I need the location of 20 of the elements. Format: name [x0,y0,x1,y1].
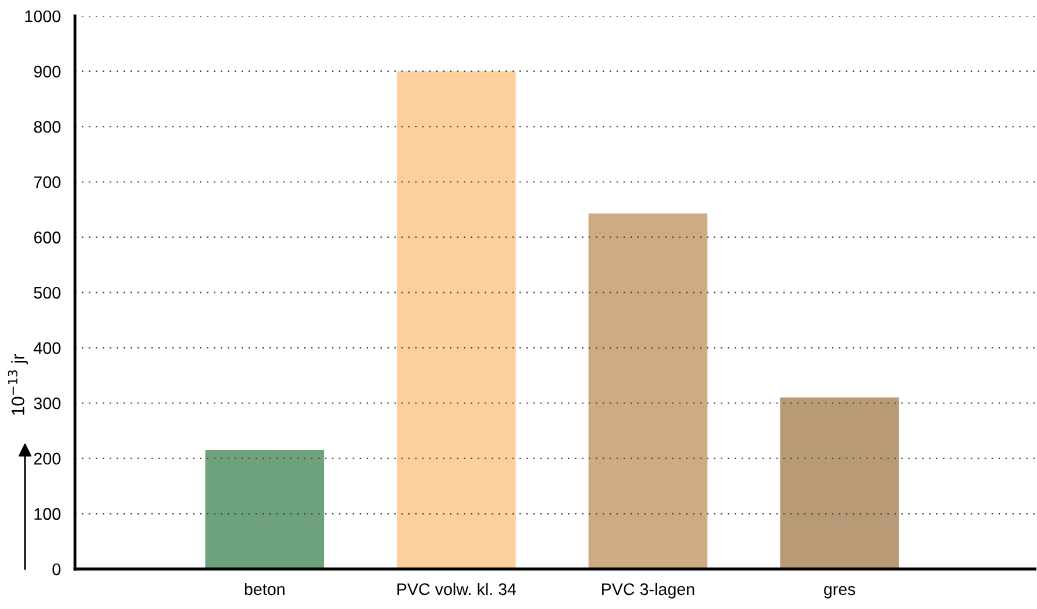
bar [780,397,899,569]
y-axis-title: 10$^{−13}$ jr [7,354,28,415]
x-tick-label: PVC 3-lagen [602,582,695,599]
y-tick-label: 400 [33,342,61,354]
y-tick-label: 800 [34,121,61,133]
y-tick-label: 200 [34,452,61,465]
y-tick-label: 900 [34,65,61,78]
bar [396,71,516,569]
y-tick-label: 1000 [25,10,61,23]
x-tick-label: beton [244,582,285,596]
y-tick-label: 500 [33,286,61,299]
y-tick-label: 100 [34,508,61,520]
y-tick-label: 300 [33,397,61,410]
bar [205,450,325,569]
bar [588,213,708,569]
x-tick-label: PVC volw. kl. 34 [397,582,517,596]
y-tick-label: 700 [34,176,61,189]
x-tick-label: gres [824,586,856,599]
y-tick-label: 600 [34,231,61,244]
y-tick-label: 0 [52,563,61,576]
